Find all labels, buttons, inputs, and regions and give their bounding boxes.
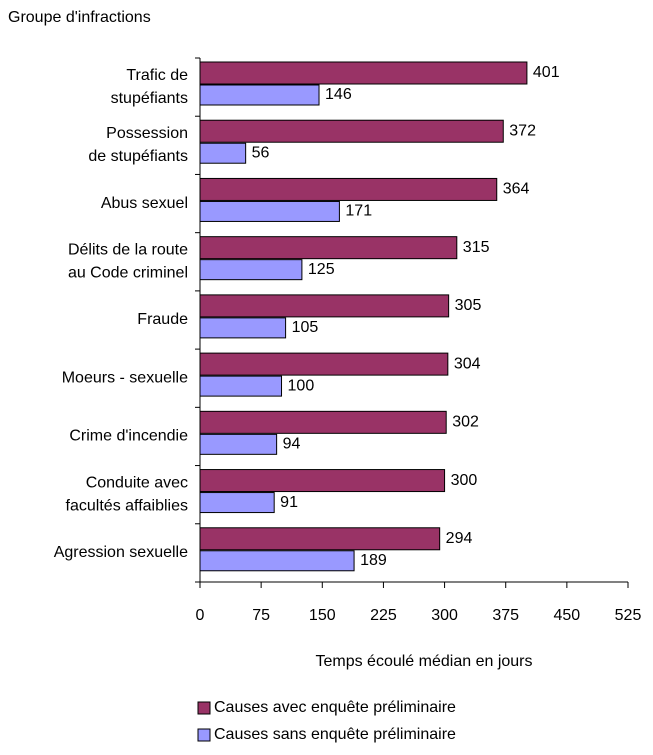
value-label: 105 bbox=[292, 319, 319, 336]
value-label: 372 bbox=[509, 122, 536, 139]
bar bbox=[199, 375, 283, 397]
legend-swatch bbox=[197, 728, 211, 742]
bar bbox=[199, 236, 458, 260]
x-tick-label: 0 bbox=[196, 607, 205, 624]
bar bbox=[199, 469, 446, 493]
category-label: Agression sexuelle bbox=[54, 544, 188, 561]
x-tick-label: 300 bbox=[431, 607, 458, 624]
bar bbox=[199, 177, 498, 201]
x-tick-label: 75 bbox=[252, 607, 270, 624]
value-label: 100 bbox=[288, 377, 315, 394]
bar bbox=[199, 317, 287, 339]
legend-swatch bbox=[197, 701, 211, 715]
category-label: Trafic de bbox=[126, 67, 188, 84]
category-label: au Code criminel bbox=[68, 264, 188, 281]
bar bbox=[199, 259, 303, 281]
value-label: 302 bbox=[452, 414, 479, 431]
x-tick-label: 225 bbox=[370, 607, 397, 624]
category-label: Abus sexuel bbox=[101, 195, 188, 212]
value-label: 304 bbox=[454, 355, 481, 372]
bar bbox=[199, 294, 450, 318]
x-axis-title: Temps écoulé médian en jours bbox=[315, 653, 532, 670]
value-label: 146 bbox=[325, 86, 352, 103]
bar bbox=[199, 352, 449, 376]
value-label: 56 bbox=[252, 144, 270, 161]
value-label: 91 bbox=[280, 494, 298, 511]
x-tick-label: 150 bbox=[309, 607, 336, 624]
value-label: 125 bbox=[308, 261, 335, 278]
legend-label: Causes avec enquête préliminaire bbox=[214, 699, 456, 716]
value-label: 364 bbox=[503, 181, 530, 198]
bar bbox=[199, 84, 320, 106]
x-tick-label: 450 bbox=[554, 607, 581, 624]
value-label: 171 bbox=[345, 203, 372, 220]
x-tick-label: 525 bbox=[615, 607, 642, 624]
category-label: Délits de la route bbox=[68, 241, 188, 258]
category-label: de stupéfiants bbox=[88, 148, 188, 165]
legend-label: Causes sans enquête préliminaire bbox=[214, 726, 456, 743]
value-label: 315 bbox=[463, 239, 490, 256]
x-tick-label: 375 bbox=[492, 607, 519, 624]
bar bbox=[199, 550, 355, 572]
category-label: facultés affaiblies bbox=[66, 497, 188, 514]
value-label: 94 bbox=[283, 436, 301, 453]
y-axis-title: Groupe d'infractions bbox=[8, 9, 151, 26]
category-label: Conduite avec bbox=[86, 474, 188, 491]
bar bbox=[199, 119, 504, 143]
category-label: Possession bbox=[106, 125, 188, 142]
category-label: stupéfiants bbox=[111, 90, 188, 107]
bar bbox=[199, 200, 340, 222]
bar bbox=[199, 492, 275, 514]
bar bbox=[199, 410, 447, 434]
category-label: Fraude bbox=[137, 311, 188, 328]
category-label: Crime d'incendie bbox=[69, 428, 188, 445]
value-label: 401 bbox=[533, 64, 560, 81]
value-label: 300 bbox=[451, 472, 478, 489]
value-label: 305 bbox=[455, 297, 482, 314]
value-label: 189 bbox=[360, 552, 387, 569]
bar bbox=[199, 61, 528, 85]
category-label: Moeurs - sexuelle bbox=[62, 369, 188, 386]
value-label: 294 bbox=[446, 530, 473, 547]
bar bbox=[199, 142, 247, 164]
bar bbox=[199, 527, 441, 551]
bar bbox=[199, 433, 278, 455]
